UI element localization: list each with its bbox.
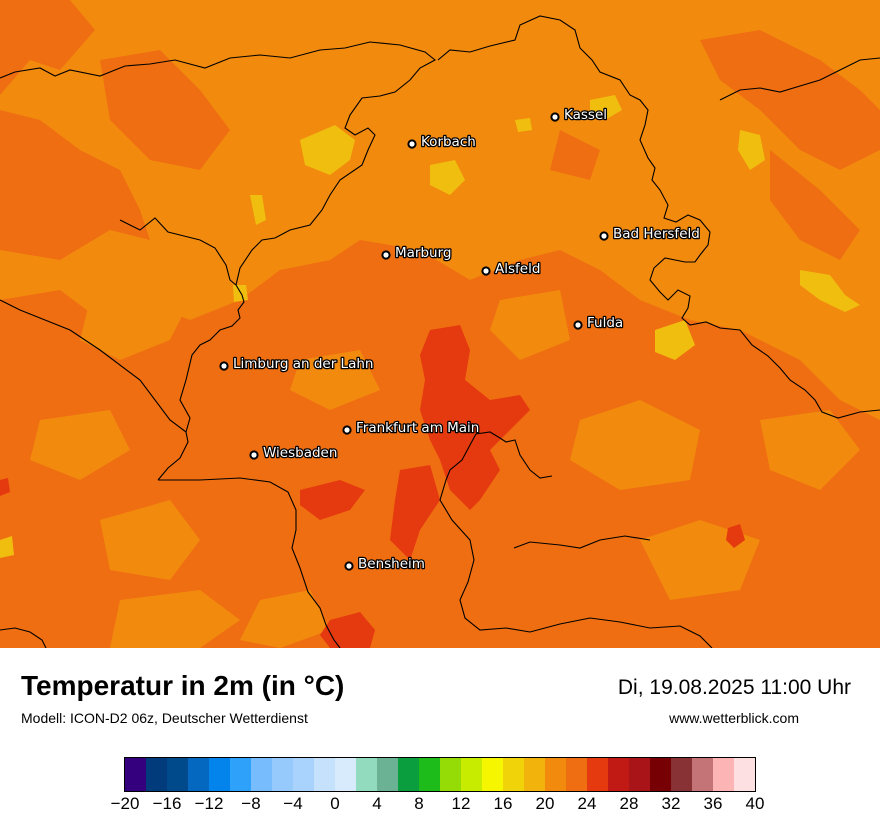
city-label: Limburg an der Lahn [233, 356, 373, 372]
city-marburg: Marburg [381, 244, 453, 262]
city-label: Alsfeld [495, 261, 540, 277]
weather-map: Kassel Korbach Bad Hersfeld Marburg Alsfeld F… [0, 0, 880, 649]
city-alsfeld: Alsfeld [481, 260, 542, 278]
color-scale-legend [124, 757, 756, 792]
legend-tick-label: −12 [194, 794, 224, 813]
legend-swatch [524, 758, 545, 791]
map-title: Temperatur in 2m (in °C) [21, 670, 345, 701]
legend-swatch [608, 758, 629, 791]
legend-swatch [251, 758, 272, 791]
legend-tick-label: 36 [703, 794, 723, 813]
temperature-zone-20-22 [0, 95, 860, 558]
legend-swatch [419, 758, 440, 791]
city-marker-dot [219, 361, 229, 371]
legend-swatch [167, 758, 188, 791]
legend-tick-label: −16 [152, 794, 182, 813]
legend-swatch [125, 758, 146, 791]
website-link[interactable]: www.wetterblick.com [669, 710, 799, 726]
legend-tick-label: 0 [330, 794, 340, 813]
city-marker-dot [249, 450, 259, 460]
legend-swatch [461, 758, 482, 791]
city-marker-dot [344, 561, 354, 571]
legend-tick-label: 32 [661, 794, 681, 813]
city-label: Wiesbaden [263, 445, 337, 461]
legend-tick-label: −8 [241, 794, 261, 813]
city-label: Marburg [395, 245, 451, 261]
legend-swatch [482, 758, 503, 791]
legend-swatch [314, 758, 335, 791]
legend-tick-label: 8 [414, 794, 424, 813]
legend-swatch [188, 758, 209, 791]
legend-swatch [545, 758, 566, 791]
legend-swatch [272, 758, 293, 791]
city-marker-dot [573, 320, 583, 330]
legend-tick-label: −4 [283, 794, 303, 813]
city-label: Fulda [587, 315, 623, 331]
city-label: Korbach [421, 134, 476, 150]
legend-swatch [230, 758, 251, 791]
city-label: Kassel [564, 107, 607, 123]
city-label: Frankfurt am Main [356, 420, 479, 436]
legend-swatch [398, 758, 419, 791]
legend-tick-label: 16 [493, 794, 513, 813]
city-bensheim: Bensheim [344, 555, 426, 573]
map-footer: Temperatur in 2m (in °C) Modell: ICON-D2… [0, 648, 880, 830]
legend-tick-label: 28 [619, 794, 639, 813]
city-marker-dot [550, 112, 560, 122]
city-marker-dot [407, 139, 417, 149]
city-markers: Kassel Korbach Bad Hersfeld Marburg Alsfeld F… [219, 106, 701, 573]
legend-swatch [566, 758, 587, 791]
legend-swatch [692, 758, 713, 791]
city-frankfurt-am-main: Frankfurt am Main [342, 419, 481, 437]
city-label: Bensheim [358, 556, 425, 572]
legend-swatch [440, 758, 461, 791]
city-marker-dot [481, 266, 491, 276]
administrative-borders [0, 15, 880, 649]
city-marker-dot [342, 425, 352, 435]
legend-swatch [671, 758, 692, 791]
legend-swatch [377, 758, 398, 791]
legend-swatch [293, 758, 314, 791]
legend-tick-label: 40 [745, 794, 765, 813]
legend-swatch [503, 758, 524, 791]
temperature-map-svg: Kassel Korbach Bad Hersfeld Marburg Alsfeld F… [0, 0, 880, 649]
model-source: Modell: ICON-D2 06z, Deutscher Wetterdie… [21, 710, 308, 726]
legend-tick-label: 4 [372, 794, 382, 813]
temperature-zone-22-24 [30, 280, 860, 648]
legend-swatch [587, 758, 608, 791]
legend-swatch [629, 758, 650, 791]
city-bad-hersfeld: Bad Hersfeld [599, 225, 701, 243]
city-limburg-an-der-lahn: Limburg an der Lahn [219, 355, 375, 373]
legend-swatch [650, 758, 671, 791]
legend-swatch [734, 758, 755, 791]
color-scale-ticks: −20 −16 −12 −8 −4 0 4 8 12 16 20 24 28 32 36 40 [0, 794, 880, 818]
legend-tick-label: 20 [535, 794, 555, 813]
legend-swatch [356, 758, 377, 791]
forecast-datetime: Di, 19.08.2025 11:00 Uhr [617, 676, 851, 699]
city-korbach: Korbach [407, 133, 477, 151]
legend-swatch [713, 758, 734, 791]
city-wiesbaden: Wiesbaden [249, 444, 339, 462]
legend-swatch [335, 758, 356, 791]
city-kassel: Kassel [550, 106, 608, 124]
city-marker-dot [381, 250, 391, 260]
city-fulda: Fulda [573, 314, 624, 332]
city-marker-dot [599, 231, 609, 241]
legend-tick-label: 12 [451, 794, 471, 813]
legend-swatch [146, 758, 167, 791]
legend-tick-label: 24 [577, 794, 597, 813]
legend-tick-label: −20 [110, 794, 140, 813]
legend-swatch [209, 758, 230, 791]
city-label: Bad Hersfeld [613, 226, 700, 242]
